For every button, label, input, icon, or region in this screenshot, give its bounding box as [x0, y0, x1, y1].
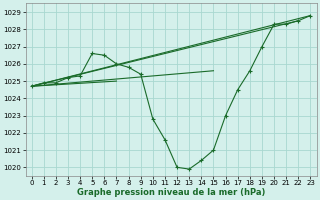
X-axis label: Graphe pression niveau de la mer (hPa): Graphe pression niveau de la mer (hPa) [77, 188, 265, 197]
